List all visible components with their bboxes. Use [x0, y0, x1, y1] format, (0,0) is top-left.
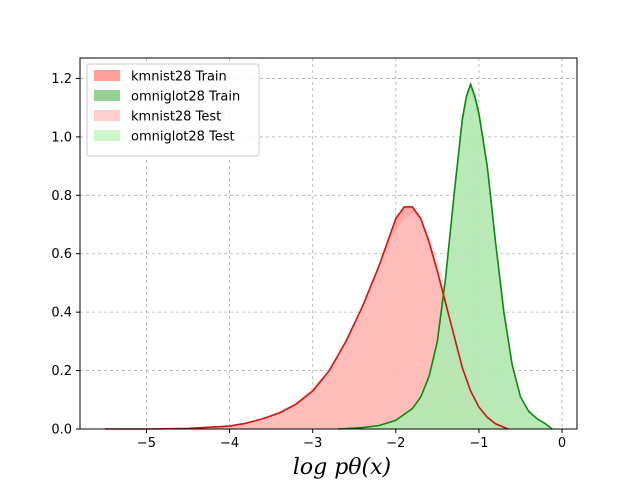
- legend-swatch: [94, 110, 120, 121]
- legend-swatch: [94, 90, 120, 101]
- y-tick-label: 0.8: [51, 189, 72, 204]
- legend-label: kmnist28 Train: [131, 70, 227, 85]
- y-tick-label: 0.2: [51, 364, 72, 379]
- y-tick-label: 0.4: [51, 306, 72, 321]
- x-tick-label: −3: [303, 436, 322, 451]
- series-line-1: [337, 81, 553, 430]
- legend-label: kmnist28 Test: [131, 110, 221, 125]
- plot-frame: [79, 57, 578, 430]
- x-axis-label: log pθ(x): [293, 455, 391, 480]
- legend-label: omniglot28 Train: [131, 90, 240, 105]
- legend-label: omniglot28 Test: [131, 130, 235, 145]
- legend-swatch: [94, 70, 120, 81]
- legend-box: [86, 63, 260, 157]
- y-tick-label: 1.2: [51, 72, 72, 87]
- x-tick-label: −2: [386, 436, 405, 451]
- series-layer: [104, 81, 553, 430]
- y-tick-label: 0.0: [51, 423, 72, 438]
- x-tick-label: 0: [558, 436, 566, 451]
- x-tick-label: −4: [220, 436, 239, 451]
- legend: kmnist28 Train omniglot28 Train kmnist28 T…: [86, 63, 260, 157]
- y-tick-label: 0.6: [51, 247, 72, 262]
- axis-ticks: −5 −4 −3 −2 −1 0 0.0 0.2 0.4 0.6 0.8 1.0 1.2: [51, 72, 566, 451]
- series-line-0: [104, 206, 509, 430]
- x-tick-label: −1: [469, 436, 488, 451]
- x-tick-label: −5: [137, 436, 156, 451]
- y-tick-label: 1.0: [51, 130, 72, 145]
- series-area-2: [146, 212, 504, 429]
- legend-swatch: [94, 130, 120, 141]
- series-area-3: [337, 90, 553, 430]
